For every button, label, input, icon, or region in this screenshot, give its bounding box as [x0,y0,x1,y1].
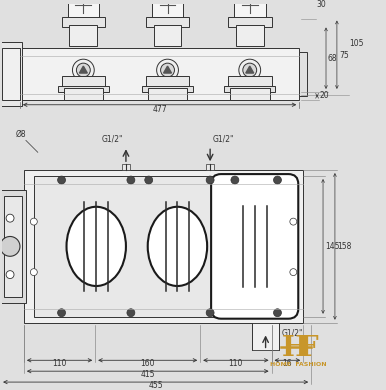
Bar [61,17,105,27]
Text: HOME  FASHION: HOME FASHION [269,362,326,367]
Bar [4,196,22,297]
Circle shape [127,176,135,184]
Bar [34,176,293,317]
Circle shape [206,176,214,184]
Polygon shape [80,66,87,73]
Text: 30: 30 [316,0,326,9]
Circle shape [127,309,135,317]
Bar [68,0,99,19]
Polygon shape [246,66,254,73]
Circle shape [206,309,214,317]
Bar [228,76,271,88]
Circle shape [274,309,281,317]
Circle shape [6,243,14,250]
Bar [148,88,187,100]
Text: H: H [281,335,308,362]
Text: 68: 68 [328,54,338,63]
Circle shape [58,309,66,317]
Text: 16: 16 [283,359,292,368]
Text: 145: 145 [325,242,340,251]
Bar [146,76,189,88]
Circle shape [6,214,14,222]
Bar [69,25,97,46]
Circle shape [58,176,66,184]
Circle shape [30,218,37,225]
Bar [154,25,181,46]
Ellipse shape [66,207,126,286]
Bar [2,48,20,100]
Bar [142,86,193,92]
Bar [224,86,276,92]
Text: 110: 110 [229,359,243,368]
Bar [24,170,303,323]
Bar [228,17,271,27]
Text: 415: 415 [141,370,155,379]
Bar [252,323,279,350]
Text: G1/2": G1/2" [213,135,235,144]
Bar [146,17,189,27]
Text: 20: 20 [319,91,329,100]
Text: G1/2": G1/2" [102,135,123,144]
Circle shape [274,176,281,184]
Bar [152,0,183,19]
Circle shape [161,63,174,77]
Circle shape [243,63,257,77]
Bar [122,164,130,170]
Text: 110: 110 [52,359,67,368]
Bar [0,43,22,106]
Bar [230,88,269,100]
Circle shape [30,269,37,276]
Circle shape [6,271,14,278]
Circle shape [239,59,261,81]
Text: 105: 105 [349,39,363,48]
Circle shape [290,218,297,225]
Text: G1/2": G1/2" [281,328,303,337]
Bar [58,86,109,92]
Bar [234,0,266,19]
Bar [61,76,105,88]
Bar [206,164,214,170]
Circle shape [231,176,239,184]
Circle shape [0,236,20,256]
Bar [20,48,299,100]
Text: 160: 160 [141,359,155,368]
Bar [299,52,307,96]
Text: F: F [298,335,318,362]
Circle shape [290,269,297,276]
Circle shape [157,59,178,81]
Bar [236,25,264,46]
Ellipse shape [148,207,207,286]
Bar [64,88,103,100]
Bar [0,190,26,303]
FancyBboxPatch shape [211,174,298,319]
Polygon shape [164,66,171,73]
Text: 75: 75 [339,51,349,60]
Circle shape [145,176,153,184]
Circle shape [76,63,90,77]
Circle shape [73,59,94,81]
Text: 477: 477 [152,105,167,113]
Text: Ø8: Ø8 [16,129,27,138]
Text: 158: 158 [337,242,351,251]
Text: 455: 455 [148,381,163,390]
